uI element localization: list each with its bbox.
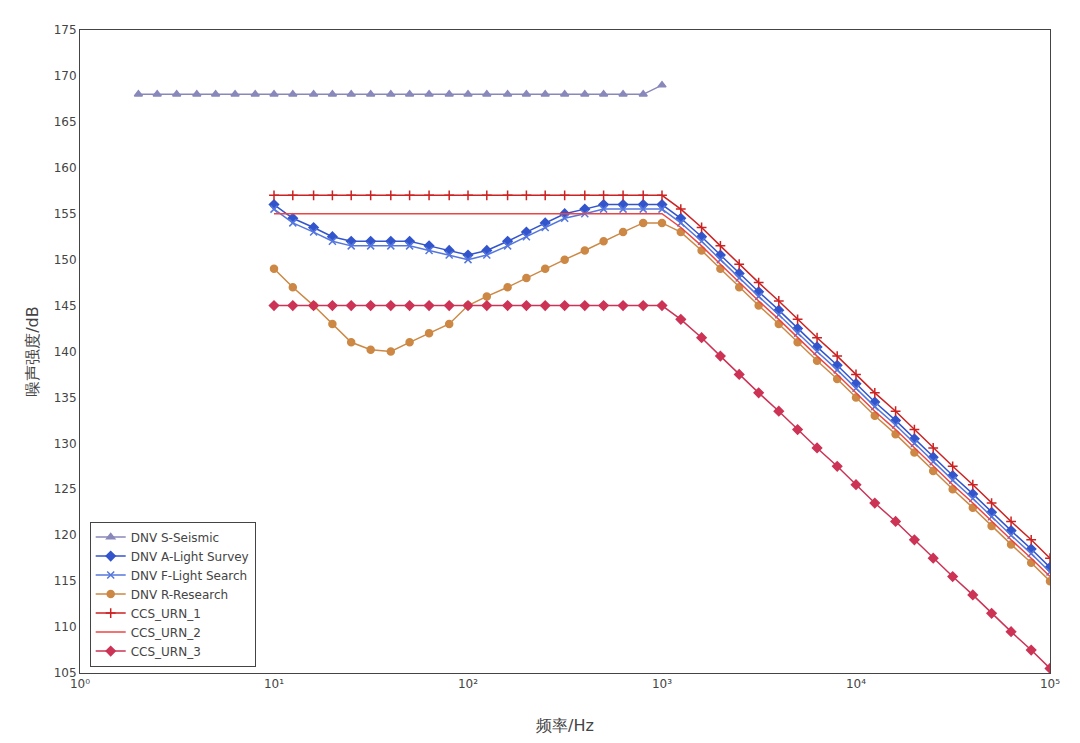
svg-text:115: 115 bbox=[54, 574, 77, 588]
svg-text:175: 175 bbox=[54, 23, 77, 37]
svg-text:CCS_URN_1: CCS_URN_1 bbox=[131, 607, 201, 621]
svg-text:165: 165 bbox=[54, 115, 77, 129]
svg-text:105: 105 bbox=[54, 666, 77, 680]
svg-text:155: 155 bbox=[54, 207, 77, 221]
svg-text:160: 160 bbox=[54, 161, 77, 175]
svg-text:10³: 10³ bbox=[652, 677, 672, 691]
svg-text:130: 130 bbox=[54, 437, 77, 451]
svg-text:135: 135 bbox=[54, 391, 77, 405]
svg-text:CCS_URN_3: CCS_URN_3 bbox=[131, 645, 201, 659]
svg-text:150: 150 bbox=[54, 253, 77, 267]
svg-text:噪声强度/dB: 噪声强度/dB bbox=[23, 306, 42, 397]
svg-text:110: 110 bbox=[54, 620, 77, 634]
svg-text:170: 170 bbox=[54, 69, 77, 83]
svg-text:DNV S-Seismic: DNV S-Seismic bbox=[131, 531, 219, 545]
svg-text:120: 120 bbox=[54, 528, 77, 542]
svg-text:10¹: 10¹ bbox=[264, 677, 284, 691]
svg-text:10⁴: 10⁴ bbox=[846, 677, 866, 691]
svg-text:145: 145 bbox=[54, 299, 77, 313]
svg-text:DNV R-Research: DNV R-Research bbox=[131, 588, 228, 602]
svg-text:DNV F-Light Search: DNV F-Light Search bbox=[131, 569, 247, 583]
svg-text:140: 140 bbox=[54, 345, 77, 359]
svg-text:10⁵: 10⁵ bbox=[1040, 677, 1060, 691]
svg-text:10⁰: 10⁰ bbox=[70, 677, 90, 691]
svg-text:DNV A-Light Survey: DNV A-Light Survey bbox=[131, 550, 249, 564]
svg-text:10²: 10² bbox=[458, 677, 478, 691]
svg-text:125: 125 bbox=[54, 482, 77, 496]
svg-text:CCS_URN_2: CCS_URN_2 bbox=[131, 626, 201, 640]
svg-text:频率/Hz: 频率/Hz bbox=[536, 716, 594, 735]
